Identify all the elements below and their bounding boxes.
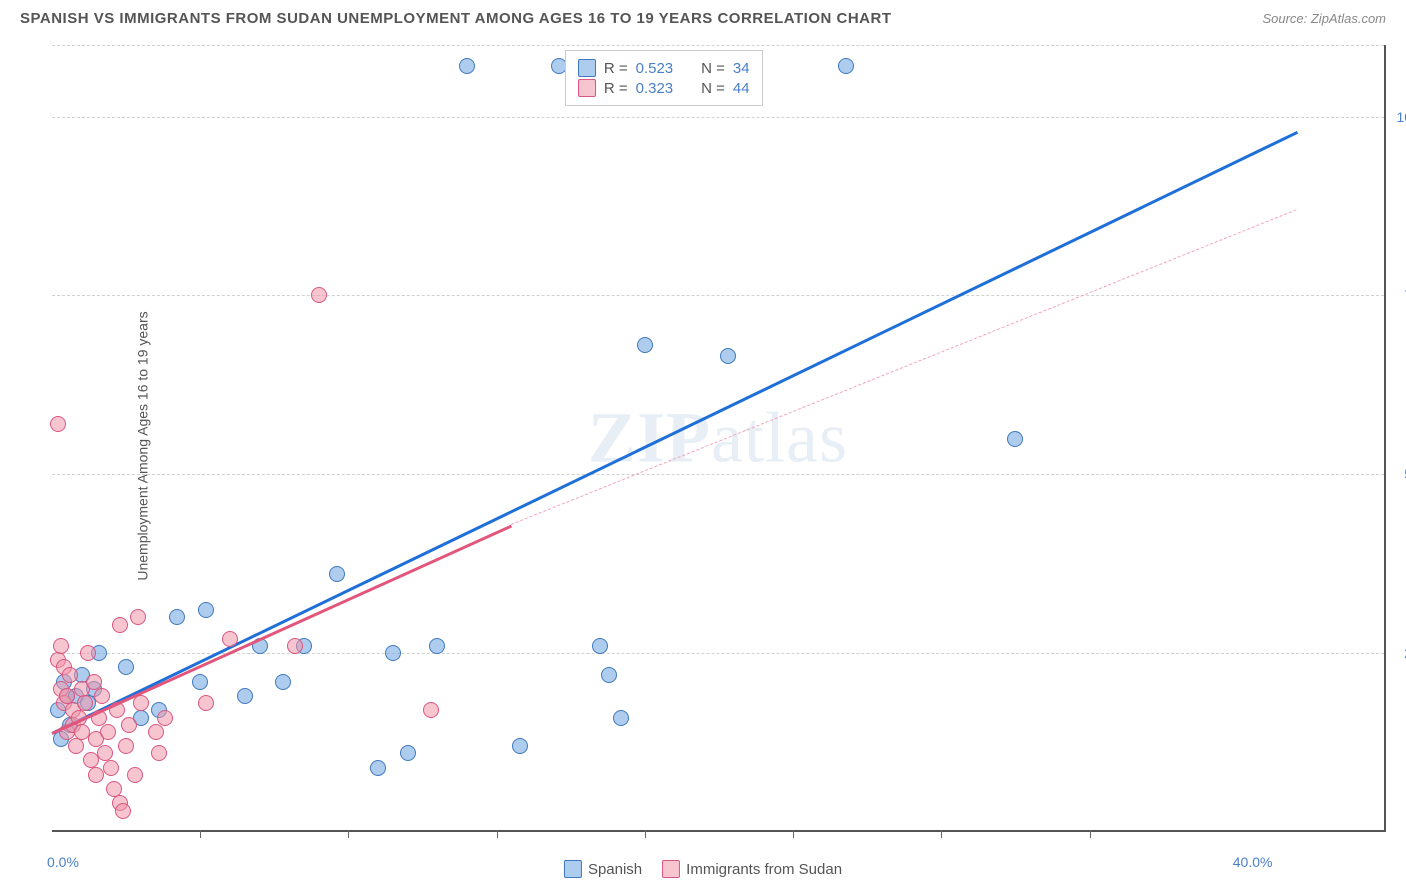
legend-R-value: 0.523 bbox=[636, 60, 674, 77]
watermark: ZIPatlas bbox=[588, 396, 848, 479]
legend-N-label: N = bbox=[701, 80, 725, 97]
data-point bbox=[192, 674, 208, 690]
data-point bbox=[287, 638, 303, 654]
data-point bbox=[151, 745, 167, 761]
data-point bbox=[1007, 431, 1023, 447]
data-point bbox=[121, 717, 137, 733]
legend-N-value: 44 bbox=[733, 80, 750, 97]
data-point bbox=[198, 602, 214, 618]
legend-R-label: R = bbox=[604, 60, 628, 77]
data-point bbox=[80, 645, 96, 661]
data-point bbox=[68, 738, 84, 754]
data-point bbox=[62, 667, 78, 683]
x-tick bbox=[941, 830, 942, 838]
data-point bbox=[100, 724, 116, 740]
legend-item: Immigrants from Sudan bbox=[662, 860, 842, 878]
legend-swatch bbox=[564, 860, 582, 878]
data-point bbox=[94, 688, 110, 704]
data-point bbox=[118, 659, 134, 675]
data-point bbox=[118, 738, 134, 754]
x-tick bbox=[200, 830, 201, 838]
watermark-light: atlas bbox=[711, 397, 848, 477]
data-point bbox=[86, 674, 102, 690]
x-tick bbox=[348, 830, 349, 838]
data-point bbox=[429, 638, 445, 654]
data-point bbox=[512, 738, 528, 754]
gridline-horizontal bbox=[52, 117, 1384, 118]
trend-line bbox=[51, 131, 1297, 735]
data-point bbox=[198, 695, 214, 711]
chart-title: SPANISH VS IMMIGRANTS FROM SUDAN UNEMPLO… bbox=[20, 10, 892, 27]
data-point bbox=[838, 58, 854, 74]
data-point bbox=[112, 617, 128, 633]
legend-bottom: Spanish Immigrants from Sudan bbox=[564, 860, 842, 878]
legend-N-value: 34 bbox=[733, 60, 750, 77]
legend-swatch bbox=[578, 59, 596, 77]
data-point bbox=[370, 760, 386, 776]
trend-line-dashed bbox=[511, 210, 1297, 526]
data-point bbox=[601, 667, 617, 683]
data-point bbox=[130, 609, 146, 625]
data-point bbox=[329, 566, 345, 582]
data-point bbox=[157, 710, 173, 726]
data-point bbox=[720, 348, 736, 364]
gridline-horizontal bbox=[52, 295, 1384, 296]
data-point bbox=[169, 609, 185, 625]
legend-N-label: N = bbox=[701, 60, 725, 77]
gridline-horizontal bbox=[52, 45, 1384, 46]
data-point bbox=[88, 767, 104, 783]
data-point bbox=[423, 702, 439, 718]
legend-R-label: R = bbox=[604, 80, 628, 97]
x-tick-label: 40.0% bbox=[1233, 854, 1273, 870]
x-tick bbox=[793, 830, 794, 838]
data-point bbox=[237, 688, 253, 704]
data-point bbox=[459, 58, 475, 74]
legend-stats: R = 0.523 N = 34 R = 0.323 N = 44 bbox=[565, 50, 763, 106]
data-point bbox=[103, 760, 119, 776]
legend-label: Spanish bbox=[588, 861, 642, 878]
data-point bbox=[613, 710, 629, 726]
legend-swatch bbox=[578, 79, 596, 97]
chart-container: SPANISH VS IMMIGRANTS FROM SUDAN UNEMPLO… bbox=[0, 0, 1406, 892]
data-point bbox=[222, 631, 238, 647]
legend-R-value: 0.323 bbox=[636, 80, 674, 97]
data-point bbox=[311, 287, 327, 303]
legend-label: Immigrants from Sudan bbox=[686, 861, 842, 878]
legend-item: Spanish bbox=[564, 860, 642, 878]
data-point bbox=[115, 803, 131, 819]
legend-stats-row: R = 0.523 N = 34 bbox=[578, 59, 750, 77]
gridline-horizontal bbox=[52, 653, 1384, 654]
data-point bbox=[275, 674, 291, 690]
data-point bbox=[400, 745, 416, 761]
x-tick-label: 0.0% bbox=[47, 854, 79, 870]
x-tick bbox=[1090, 830, 1091, 838]
y-tick-label: 100.0% bbox=[1397, 109, 1406, 125]
title-bar: SPANISH VS IMMIGRANTS FROM SUDAN UNEMPLO… bbox=[20, 10, 1386, 27]
legend-stats-row: R = 0.323 N = 44 bbox=[578, 79, 750, 97]
data-point bbox=[637, 337, 653, 353]
data-point bbox=[50, 416, 66, 432]
legend-swatch bbox=[662, 860, 680, 878]
data-point bbox=[77, 695, 93, 711]
data-point bbox=[385, 645, 401, 661]
data-point bbox=[74, 724, 90, 740]
plot-area: ZIPatlas 25.0%50.0%75.0%100.0%0.0%40.0%R… bbox=[52, 45, 1386, 832]
data-point bbox=[133, 695, 149, 711]
gridline-horizontal bbox=[52, 474, 1384, 475]
x-tick bbox=[645, 830, 646, 838]
x-tick bbox=[497, 830, 498, 838]
data-point bbox=[127, 767, 143, 783]
data-point bbox=[148, 724, 164, 740]
data-point bbox=[53, 638, 69, 654]
source-label: Source: ZipAtlas.com bbox=[1262, 11, 1386, 26]
data-point bbox=[592, 638, 608, 654]
